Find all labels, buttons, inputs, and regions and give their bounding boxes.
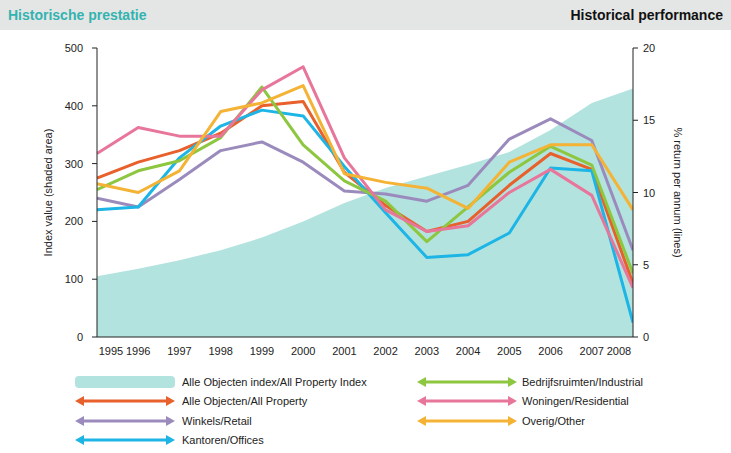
- return-line: [97, 87, 633, 273]
- title: Historische prestatie: [8, 7, 147, 23]
- y-tick: [92, 337, 97, 338]
- legend: Alle Objecten index/All Property Index Al…: [75, 376, 643, 446]
- x-tick-label: 1999: [250, 345, 274, 357]
- y2-tick: [633, 337, 638, 338]
- legend-swatch: [79, 420, 171, 423]
- legend-label: Overig/Other: [522, 415, 585, 427]
- legend-swatch-end: [75, 416, 84, 426]
- y2-tick: [633, 192, 638, 193]
- y-tick: [92, 48, 97, 49]
- y-tick: [92, 221, 97, 222]
- legend-label: Woningen/Residential: [522, 395, 629, 407]
- x-tick-label: 2004: [456, 345, 480, 357]
- header-band: [0, 0, 731, 30]
- return-line: [97, 67, 633, 288]
- y-axis-title: Index value (shaded area): [42, 129, 54, 257]
- x-axis: [97, 337, 633, 338]
- y-tick-label: 100: [65, 273, 83, 285]
- legend-swatch: [79, 439, 171, 442]
- legend-swatch-end: [75, 435, 84, 445]
- y-tick-label: 300: [65, 158, 83, 170]
- index-area: [97, 88, 633, 337]
- y-tick: [92, 279, 97, 280]
- subtitle: Historical performance: [571, 7, 724, 23]
- y-tick: [92, 163, 97, 164]
- legend-swatch: [421, 400, 513, 403]
- x-tick-label: 2002: [373, 345, 397, 357]
- x-tick-label: 2008: [607, 345, 631, 357]
- y2-tick-label: 15: [643, 114, 655, 126]
- return-line: [97, 86, 633, 210]
- y2-tick-label: 20: [643, 42, 655, 54]
- y2-tick-label: 0: [643, 331, 649, 343]
- legend-swatch-end: [166, 396, 175, 406]
- legend-label: Kantoren/Offices: [182, 434, 264, 446]
- x-tick-label: 2006: [538, 345, 562, 357]
- legend-swatch-end: [417, 377, 426, 387]
- y2-tick-label: 5: [643, 259, 649, 271]
- y2-tick: [633, 120, 638, 121]
- x-tick-label: 1995: [99, 345, 123, 357]
- x-tick-label: 2000: [291, 345, 315, 357]
- return-line: [97, 110, 633, 322]
- x-tick-label: 2001: [332, 345, 356, 357]
- y2-tick-label: 10: [643, 187, 655, 199]
- plot-area: [97, 67, 633, 337]
- x-tick-label: 2007: [580, 345, 604, 357]
- legend-swatch-end: [166, 435, 175, 445]
- legend-label: Winkels/Retail: [182, 415, 252, 427]
- legend-label: Bedrijfsruimten/Industrial: [522, 376, 643, 388]
- chart: Historische prestatie Historical performa…: [0, 0, 731, 453]
- legend-swatch-end: [417, 396, 426, 406]
- x-tick-label: 1996: [126, 345, 150, 357]
- legend-swatch-end: [75, 396, 84, 406]
- legend-swatch-end: [417, 416, 426, 426]
- y2-axis-title: % return per annum (lines): [672, 127, 684, 257]
- legend-swatch: [75, 376, 175, 388]
- y-tick-label: 500: [65, 42, 83, 54]
- legend-swatch-end: [508, 416, 517, 426]
- left-axis: [97, 48, 98, 337]
- y-tick: [92, 105, 97, 106]
- legend-label: Alle Objecten/All Property: [182, 395, 308, 407]
- legend-swatch-end: [166, 416, 175, 426]
- y2-tick: [633, 48, 638, 49]
- y-tick-label: 400: [65, 100, 83, 112]
- x-tick-label: 2003: [415, 345, 439, 357]
- legend-swatch: [421, 381, 513, 384]
- y-tick-label: 200: [65, 215, 83, 227]
- x-tick-label: 2005: [497, 345, 521, 357]
- x-tick-label: 1998: [208, 345, 232, 357]
- legend-label: Alle Objecten index/All Property Index: [182, 376, 367, 388]
- x-tick-label: 1997: [167, 345, 191, 357]
- legend-swatch-end: [508, 377, 517, 387]
- legend-swatch-end: [508, 396, 517, 406]
- legend-swatch: [79, 400, 171, 403]
- legend-swatch: [421, 420, 513, 423]
- y-tick-label: 0: [77, 331, 83, 343]
- y2-tick: [633, 264, 638, 265]
